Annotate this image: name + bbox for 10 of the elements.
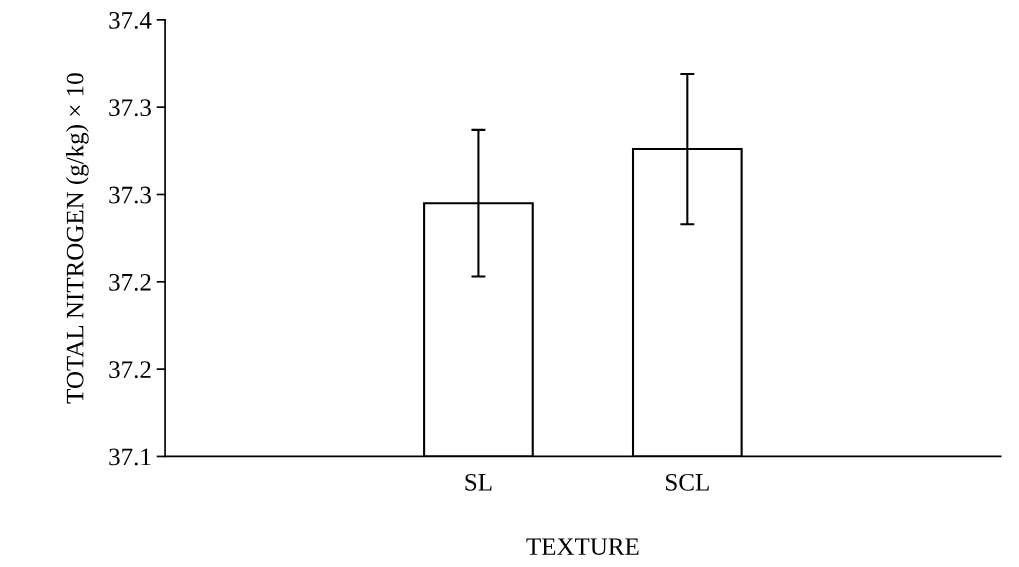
- y-tick-label: 37.2: [109, 361, 151, 379]
- x-axis-title: TEXTURE: [526, 538, 639, 556]
- y-tick-label: 37.3: [109, 186, 151, 204]
- y-tick-label: 37.4: [109, 11, 152, 29]
- y-tick-label: 37.2: [109, 273, 151, 291]
- y-tick-label: 37.1: [109, 448, 151, 466]
- y-tick-label: 37.3: [109, 99, 151, 117]
- x-tick-label: SL: [465, 473, 492, 491]
- x-tick-label: SCL: [666, 473, 709, 491]
- y-axis-title: TOTAL NITROGEN (g/kg) × 10: [65, 73, 89, 404]
